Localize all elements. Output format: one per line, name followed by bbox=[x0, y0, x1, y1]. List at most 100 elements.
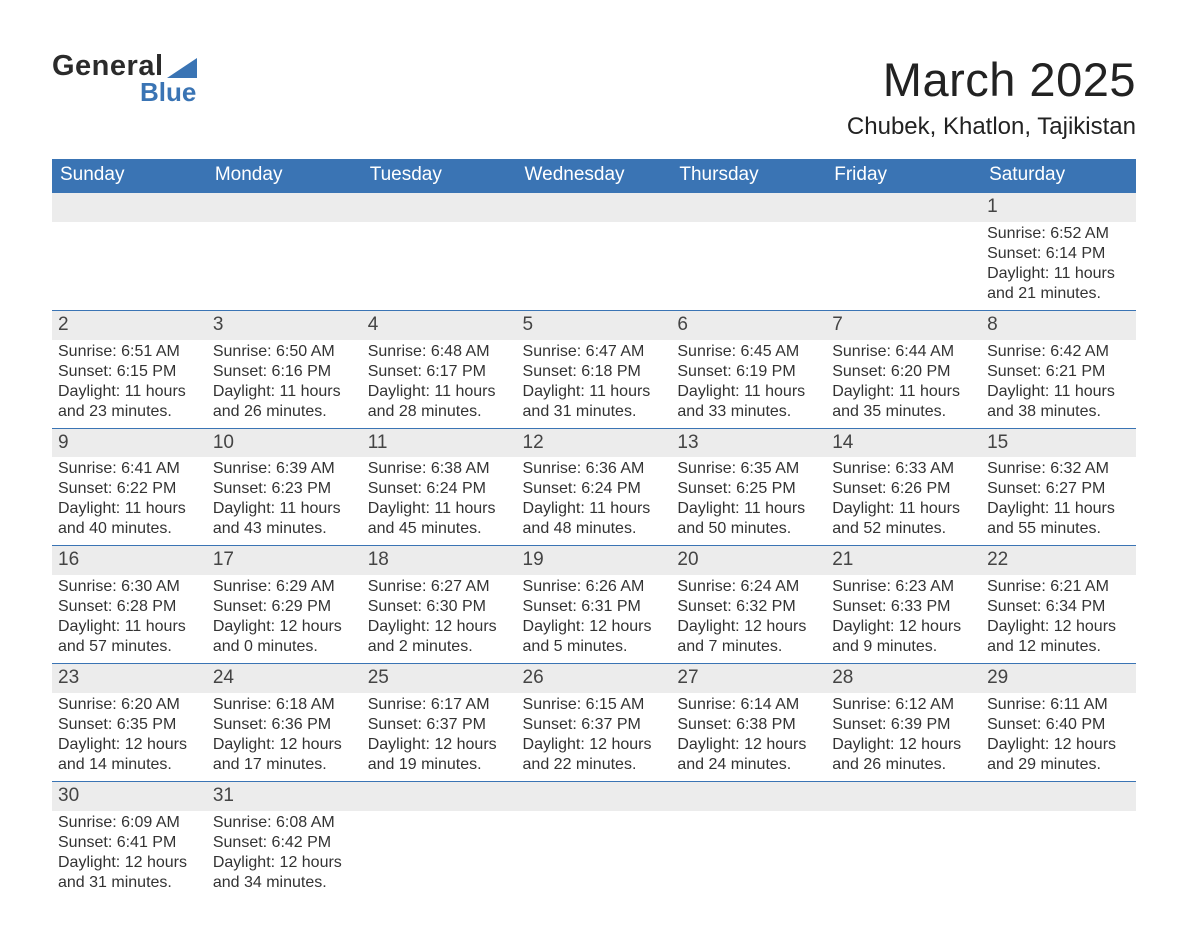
day-number: 18 bbox=[362, 546, 517, 575]
weekday-header: Tuesday bbox=[362, 159, 517, 193]
daylight-line2: and 31 minutes. bbox=[523, 402, 666, 422]
daylight-line2: and 0 minutes. bbox=[213, 637, 356, 657]
sunset-line: Sunset: 6:33 PM bbox=[832, 597, 975, 617]
day-detail: Sunrise: 6:29 AMSunset: 6:29 PMDaylight:… bbox=[207, 575, 362, 664]
daylight-line1: Daylight: 11 hours bbox=[523, 499, 666, 519]
sunrise-line: Sunrise: 6:23 AM bbox=[832, 577, 975, 597]
empty-cell bbox=[981, 811, 1136, 899]
daylight-line1: Daylight: 12 hours bbox=[987, 735, 1130, 755]
day-number: 19 bbox=[517, 546, 672, 575]
sunrise-line: Sunrise: 6:36 AM bbox=[523, 459, 666, 479]
day-detail: Sunrise: 6:09 AMSunset: 6:41 PMDaylight:… bbox=[52, 811, 207, 899]
day-number: 29 bbox=[981, 664, 1136, 693]
sunset-line: Sunset: 6:36 PM bbox=[213, 715, 356, 735]
sunrise-line: Sunrise: 6:26 AM bbox=[523, 577, 666, 597]
detail-row: Sunrise: 6:51 AMSunset: 6:15 PMDaylight:… bbox=[52, 340, 1136, 429]
sunset-line: Sunset: 6:25 PM bbox=[677, 479, 820, 499]
daylight-line1: Daylight: 12 hours bbox=[58, 853, 201, 873]
day-number: 9 bbox=[52, 428, 207, 457]
sunset-line: Sunset: 6:19 PM bbox=[677, 362, 820, 382]
location: Chubek, Khatlon, Tajikistan bbox=[847, 113, 1136, 141]
daylight-line2: and 19 minutes. bbox=[368, 755, 511, 775]
empty-cell bbox=[517, 811, 672, 899]
empty-cell bbox=[362, 781, 517, 810]
detail-row: Sunrise: 6:20 AMSunset: 6:35 PMDaylight:… bbox=[52, 693, 1136, 782]
sunrise-line: Sunrise: 6:51 AM bbox=[58, 342, 201, 362]
daylight-line1: Daylight: 11 hours bbox=[832, 382, 975, 402]
sunrise-line: Sunrise: 6:39 AM bbox=[213, 459, 356, 479]
sunrise-line: Sunrise: 6:33 AM bbox=[832, 459, 975, 479]
day-number: 2 bbox=[52, 310, 207, 339]
daylight-line1: Daylight: 12 hours bbox=[832, 617, 975, 637]
day-detail: Sunrise: 6:33 AMSunset: 6:26 PMDaylight:… bbox=[826, 457, 981, 546]
day-detail: Sunrise: 6:12 AMSunset: 6:39 PMDaylight:… bbox=[826, 693, 981, 782]
daylight-line1: Daylight: 12 hours bbox=[832, 735, 975, 755]
daylight-line1: Daylight: 11 hours bbox=[987, 382, 1130, 402]
daylight-line2: and 2 minutes. bbox=[368, 637, 511, 657]
daylight-line2: and 52 minutes. bbox=[832, 519, 975, 539]
daylight-line1: Daylight: 12 hours bbox=[523, 617, 666, 637]
day-detail: Sunrise: 6:11 AMSunset: 6:40 PMDaylight:… bbox=[981, 693, 1136, 782]
month-title: March 2025 bbox=[847, 52, 1136, 107]
sunrise-line: Sunrise: 6:20 AM bbox=[58, 695, 201, 715]
daylight-line1: Daylight: 11 hours bbox=[213, 499, 356, 519]
day-number: 28 bbox=[826, 664, 981, 693]
empty-cell bbox=[671, 811, 826, 899]
daylight-line1: Daylight: 11 hours bbox=[58, 617, 201, 637]
weekday-header: Saturday bbox=[981, 159, 1136, 193]
daylight-line2: and 45 minutes. bbox=[368, 519, 511, 539]
empty-cell bbox=[826, 811, 981, 899]
daylight-line2: and 40 minutes. bbox=[58, 519, 201, 539]
day-number: 5 bbox=[517, 310, 672, 339]
empty-cell bbox=[981, 781, 1136, 810]
empty-cell bbox=[671, 222, 826, 311]
sunrise-line: Sunrise: 6:14 AM bbox=[677, 695, 820, 715]
empty-cell bbox=[52, 193, 207, 222]
daylight-line1: Daylight: 12 hours bbox=[677, 735, 820, 755]
daylight-line1: Daylight: 11 hours bbox=[523, 382, 666, 402]
sunset-line: Sunset: 6:23 PM bbox=[213, 479, 356, 499]
sunrise-line: Sunrise: 6:18 AM bbox=[213, 695, 356, 715]
detail-row: Sunrise: 6:09 AMSunset: 6:41 PMDaylight:… bbox=[52, 811, 1136, 899]
day-detail: Sunrise: 6:26 AMSunset: 6:31 PMDaylight:… bbox=[517, 575, 672, 664]
daylight-line2: and 26 minutes. bbox=[832, 755, 975, 775]
day-detail: Sunrise: 6:21 AMSunset: 6:34 PMDaylight:… bbox=[981, 575, 1136, 664]
empty-cell bbox=[517, 193, 672, 222]
daylight-line1: Daylight: 11 hours bbox=[368, 382, 511, 402]
sunrise-line: Sunrise: 6:08 AM bbox=[213, 813, 356, 833]
day-detail: Sunrise: 6:38 AMSunset: 6:24 PMDaylight:… bbox=[362, 457, 517, 546]
daylight-line1: Daylight: 11 hours bbox=[677, 499, 820, 519]
daylight-line2: and 35 minutes. bbox=[832, 402, 975, 422]
sunset-line: Sunset: 6:21 PM bbox=[987, 362, 1130, 382]
daylight-line2: and 7 minutes. bbox=[677, 637, 820, 657]
day-number: 12 bbox=[517, 428, 672, 457]
day-detail: Sunrise: 6:20 AMSunset: 6:35 PMDaylight:… bbox=[52, 693, 207, 782]
daylight-line2: and 23 minutes. bbox=[58, 402, 201, 422]
sunrise-line: Sunrise: 6:29 AM bbox=[213, 577, 356, 597]
day-detail: Sunrise: 6:24 AMSunset: 6:32 PMDaylight:… bbox=[671, 575, 826, 664]
day-number: 26 bbox=[517, 664, 672, 693]
day-detail: Sunrise: 6:27 AMSunset: 6:30 PMDaylight:… bbox=[362, 575, 517, 664]
daylight-line1: Daylight: 11 hours bbox=[213, 382, 356, 402]
title-block: March 2025 Chubek, Khatlon, Tajikistan bbox=[847, 52, 1136, 141]
sunrise-line: Sunrise: 6:32 AM bbox=[987, 459, 1130, 479]
daylight-line1: Daylight: 12 hours bbox=[987, 617, 1130, 637]
day-number: 14 bbox=[826, 428, 981, 457]
weekday-header-row: SundayMondayTuesdayWednesdayThursdayFrid… bbox=[52, 159, 1136, 193]
day-detail: Sunrise: 6:36 AMSunset: 6:24 PMDaylight:… bbox=[517, 457, 672, 546]
day-detail: Sunrise: 6:39 AMSunset: 6:23 PMDaylight:… bbox=[207, 457, 362, 546]
day-number: 15 bbox=[981, 428, 1136, 457]
sunrise-line: Sunrise: 6:21 AM bbox=[987, 577, 1130, 597]
day-number: 25 bbox=[362, 664, 517, 693]
empty-cell bbox=[826, 222, 981, 311]
empty-cell bbox=[671, 781, 826, 810]
sunset-line: Sunset: 6:22 PM bbox=[58, 479, 201, 499]
weekday-header: Sunday bbox=[52, 159, 207, 193]
day-number: 21 bbox=[826, 546, 981, 575]
day-number: 24 bbox=[207, 664, 362, 693]
day-number: 11 bbox=[362, 428, 517, 457]
day-detail: Sunrise: 6:17 AMSunset: 6:37 PMDaylight:… bbox=[362, 693, 517, 782]
sunrise-line: Sunrise: 6:30 AM bbox=[58, 577, 201, 597]
daylight-line2: and 50 minutes. bbox=[677, 519, 820, 539]
daylight-line1: Daylight: 11 hours bbox=[832, 499, 975, 519]
